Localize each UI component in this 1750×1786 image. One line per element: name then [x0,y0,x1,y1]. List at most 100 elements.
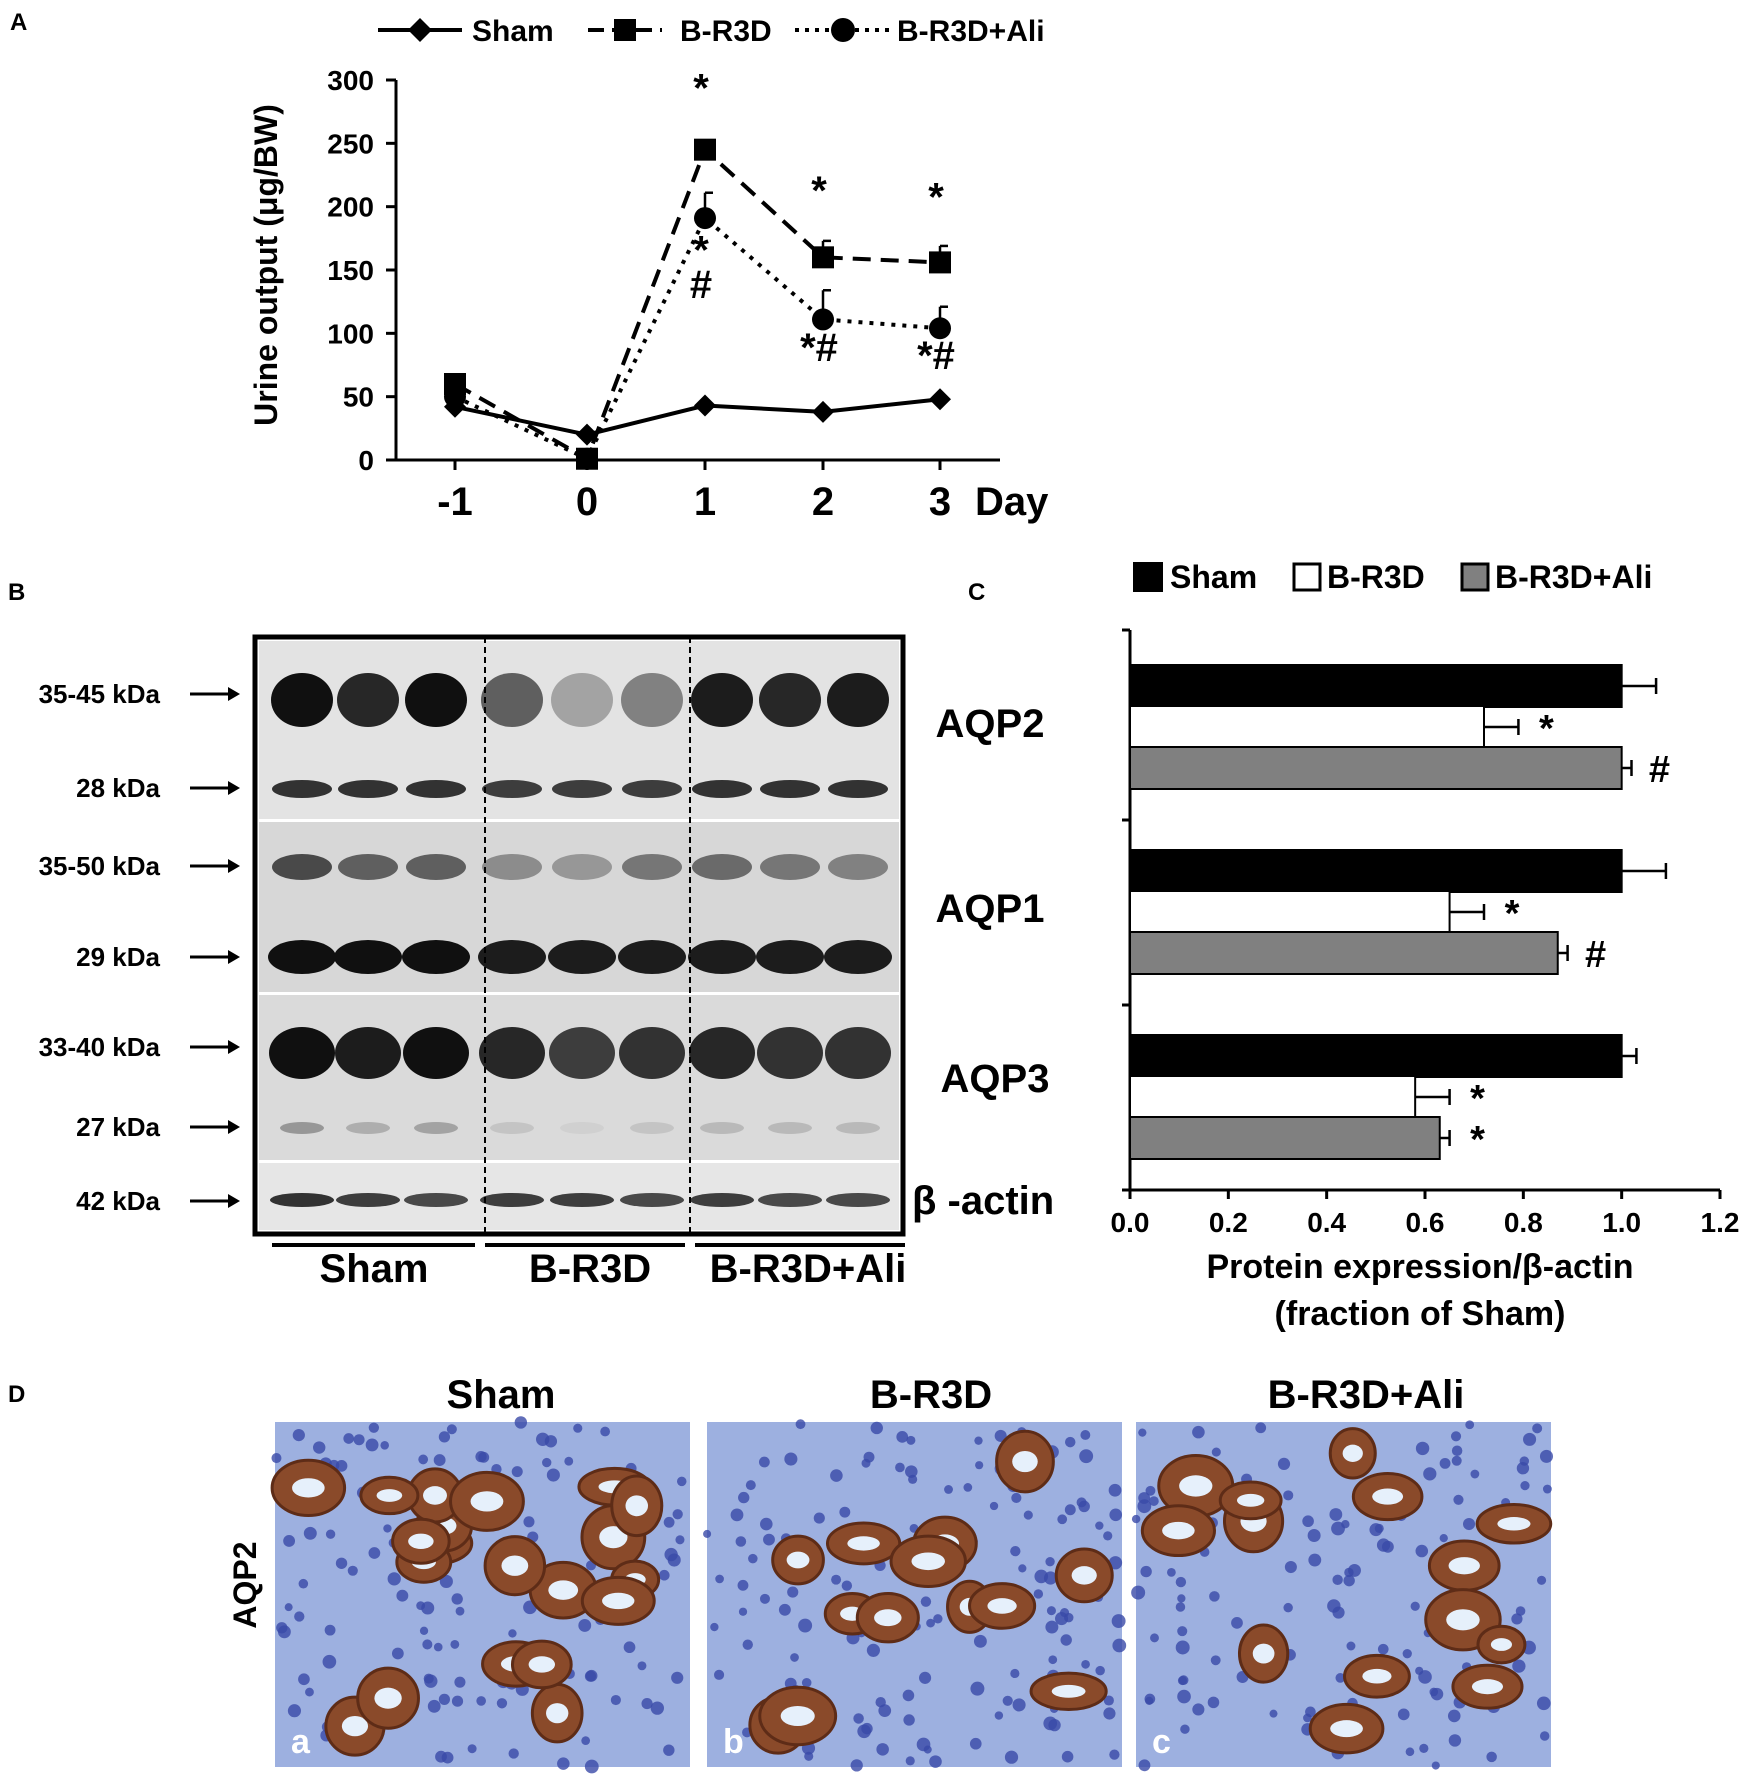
nucleus [1439,1533,1448,1543]
band-aqp3_glyco [825,1027,891,1079]
band-aqp2_glyco [759,673,821,727]
band-aqp1_glyco [482,854,542,880]
band-aqp3_core [768,1122,812,1134]
nucleus [284,1603,293,1612]
nucleus [294,1611,305,1622]
nucleus [1010,1668,1020,1679]
nucleus [778,1603,791,1616]
band-aqp3_glyco [619,1027,685,1079]
nucleus [1079,1449,1094,1464]
nucleus [1080,1430,1091,1440]
nucleus [944,1485,953,1494]
tubule-lumen [602,1592,635,1610]
nucleus [1103,1531,1113,1541]
nucleus [1060,1608,1070,1618]
nucleus [1511,1613,1523,1625]
nucleus [676,1476,687,1487]
tubule-lumen [1051,1684,1086,1698]
x-tick-label: 0.8 [1504,1207,1543,1238]
tubule-lumen [1471,1679,1504,1695]
kda-label: 27 kDa [76,1112,160,1142]
nucleus [584,1670,596,1682]
band-aqp3_core [346,1122,390,1134]
y-tick-label: 50 [343,382,374,413]
band-aqp2_core [760,780,820,798]
tubule-lumen [374,1687,402,1709]
tubule-lumen [786,1551,810,1569]
tubule-lumen [1330,1720,1363,1738]
x-tick-label: 3 [929,480,951,524]
nucleus [735,1536,747,1547]
tubule-lumen [1236,1493,1265,1507]
band-aqp2_core [338,780,398,798]
nucleus [1011,1492,1022,1504]
nucleus [970,1681,985,1696]
band-aqp1_core [478,940,546,974]
tubule-lumen [987,1598,1017,1614]
tubule-lumen [911,1552,945,1571]
histology-sublabel: c [1152,1723,1171,1761]
nucleus [1430,1687,1444,1701]
nucleus [416,1601,426,1611]
nucleus [795,1419,806,1430]
panel-c-bar-chart: Sham B-R3D B-R3D+Ali 0.0 0.2 0.4 0.6 0.8 1.0 1… [1111,559,1740,1333]
nucleus [455,1606,465,1616]
nucleus [368,1547,381,1559]
band-aqp1_core [548,940,616,974]
legend-c-br3dali-swatch [1460,562,1490,592]
band-aqp1_glyco [828,854,888,880]
western-blot-image [259,641,899,1230]
significance-mark: # [690,263,712,307]
nucleus [1462,1517,1476,1531]
significance-mark: * [1470,1078,1485,1120]
nucleus [1450,1431,1462,1442]
tubule-lumen [1448,1557,1480,1575]
panel-c-x-axis-label-line1: Protein expression/β-actin [1207,1248,1634,1286]
kda-label: 35-50 kDa [39,851,161,881]
nucleus [831,1574,842,1585]
histology-images: a b c [270,1416,1554,1774]
nucleus [905,1756,915,1766]
nucleus [1335,1673,1346,1683]
nucleus [1348,1563,1361,1577]
tubule-lumen [341,1715,369,1737]
band-aqp2_glyco [271,673,333,727]
nucleus [1284,1561,1297,1574]
legend-sham-marker [408,18,432,42]
nucleus [1078,1500,1090,1513]
tubule-lumen [874,1609,902,1627]
nucleus [714,1669,725,1680]
band-aqp2_glyco [691,673,753,727]
nucleus [584,1759,599,1774]
nucleus [557,1757,570,1770]
nucleus [523,1516,535,1528]
kda-arrow-head [228,1194,240,1208]
nucleus [710,1622,719,1632]
band-aqp1_core [824,940,892,974]
nucleus [863,1451,875,1463]
band-aqp3_core [630,1122,674,1134]
panel-a-axes: 0 50 100 150 200 250 300 -1 0 1 2 3 [327,65,1000,524]
nucleus [454,1676,466,1688]
x-tick-label: 2 [812,480,834,524]
nucleus [1112,1638,1127,1653]
band-aqp3_core [490,1122,534,1134]
nucleus [292,1429,305,1442]
nucleus [1045,1620,1059,1634]
nucleus [1138,1428,1147,1437]
nucleus [1166,1567,1176,1577]
band-aqp3_core [280,1122,324,1134]
band-aqp1_core [688,940,756,974]
legend-c-br3dali-label: B-R3D+Ali [1495,559,1652,595]
nucleus [1536,1575,1547,1585]
nucleus [322,1654,337,1669]
nucleus [343,1433,355,1444]
band-aqp3_glyco [689,1027,755,1079]
nucleus [1516,1462,1530,1475]
nucleus [610,1694,621,1706]
band-actin [480,1193,544,1207]
nucleus [324,1624,336,1636]
nucleus [387,1572,401,1586]
nucleus [287,1704,302,1718]
tubule-lumen [780,1705,815,1727]
